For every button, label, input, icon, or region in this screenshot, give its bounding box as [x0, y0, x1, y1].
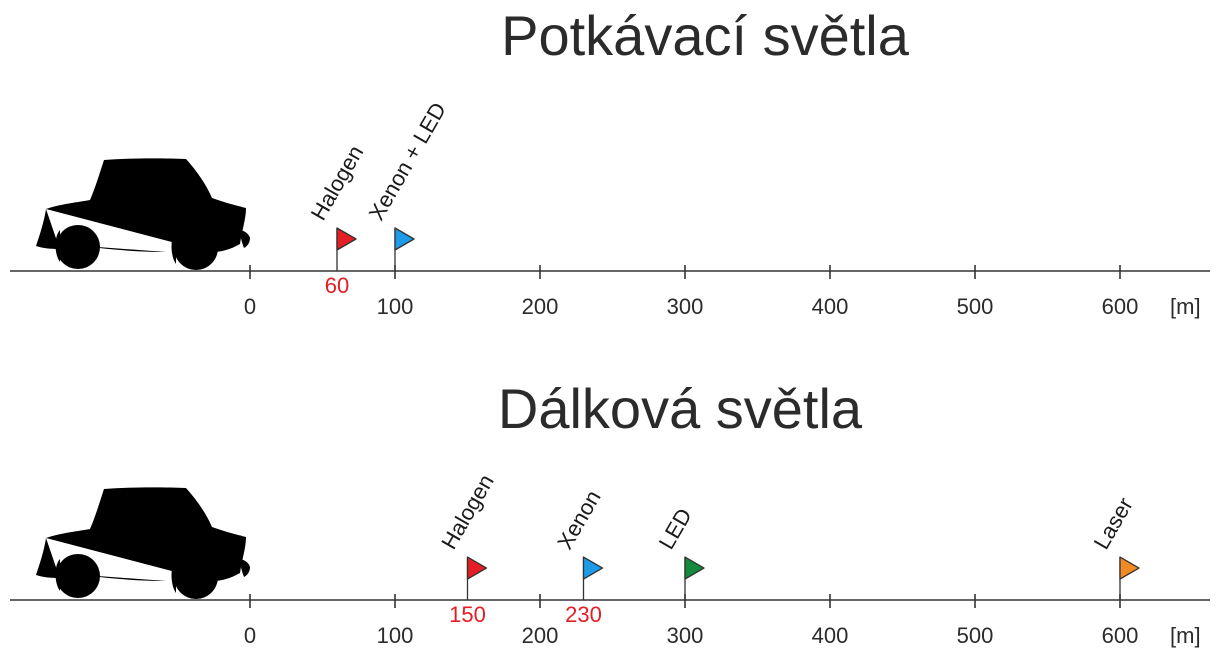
panel-title: Potkávací světla [501, 4, 910, 67]
range-markers: Halogen 60 Xenon + LED [306, 98, 451, 298]
range-marker: Xenon + LED [364, 98, 451, 271]
marker-label: Xenon + LED [364, 98, 451, 224]
range-marker: Halogen 150 [436, 470, 499, 627]
axis-tick-label: 0 [244, 294, 256, 319]
range-marker: Xenon 230 [552, 486, 605, 627]
range-markers: Halogen 150 Xenon 230 LED Laser [436, 470, 1140, 627]
marker-value-label: 60 [325, 273, 349, 298]
range-marker: Halogen 60 [306, 141, 369, 298]
marker-label: Xenon [552, 486, 605, 554]
marker-label: Halogen [436, 470, 499, 553]
car-icon [36, 158, 250, 270]
axis-unit-label: [m] [1170, 294, 1201, 319]
marker-label: LED [654, 504, 697, 554]
marker-value-label: 150 [449, 602, 486, 627]
axis-tick-label: 600 [1102, 623, 1139, 648]
axis-tick-label: 400 [812, 294, 849, 319]
axis-tick-label: 500 [957, 294, 994, 319]
axis-tick-label: 300 [667, 623, 704, 648]
axis-tick-label: 0 [244, 623, 256, 648]
axis-ticks [249, 265, 1121, 279]
high-beam-panel: Dálková světla 0 100 200 300 400 500 600 [m] H… [10, 377, 1210, 648]
flag-icon [582, 556, 604, 580]
axis-tick-label: 100 [377, 294, 414, 319]
axis-tick-label: 500 [957, 623, 994, 648]
axis-tick-label: 400 [812, 623, 849, 648]
panel-title: Dálková světla [498, 377, 863, 440]
axis-tick-labels: 0 100 200 300 400 500 600 [244, 623, 1138, 648]
axis-ticks [249, 594, 1121, 608]
axis-tick-label: 300 [667, 294, 704, 319]
marker-label: Halogen [306, 141, 369, 224]
marker-value-label: 230 [565, 602, 602, 627]
axis-tick-labels: 0 100 200 300 400 500 600 [244, 294, 1138, 319]
axis-tick-label: 200 [522, 623, 559, 648]
range-marker: LED [654, 504, 705, 600]
axis-tick-label: 200 [522, 294, 559, 319]
low-beam-panel: Potkávací světla 0 100 200 300 400 500 600 [m]… [10, 4, 1210, 319]
flag-icon [684, 556, 705, 580]
range-marker: Laser [1089, 493, 1140, 600]
flag-icon [1119, 556, 1140, 580]
axis-unit-label: [m] [1170, 623, 1201, 648]
flag-icon [394, 227, 415, 251]
axis-tick-label: 100 [377, 623, 414, 648]
car-icon [36, 487, 250, 599]
axis-tick-label: 600 [1102, 294, 1139, 319]
flag-icon [466, 556, 488, 580]
flag-icon [336, 227, 357, 251]
marker-label: Laser [1089, 493, 1138, 553]
